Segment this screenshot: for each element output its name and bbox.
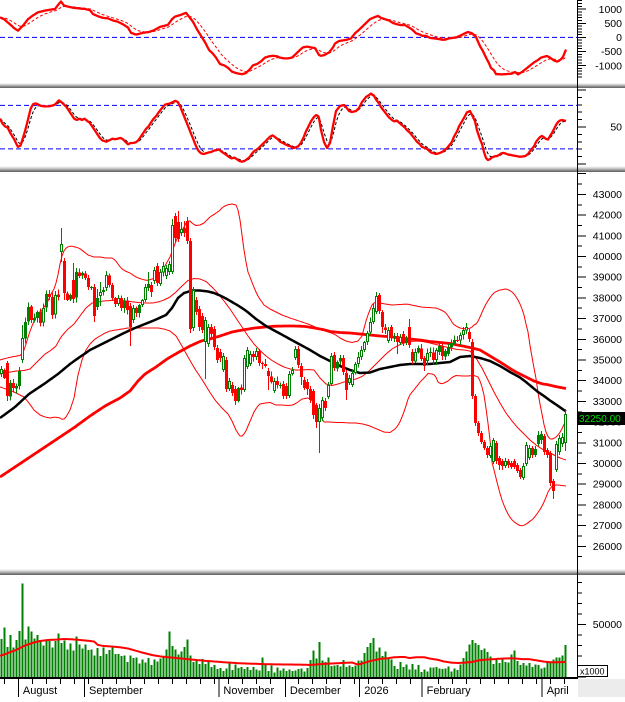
svg-text:38000: 38000 <box>593 292 622 304</box>
svg-text:2026: 2026 <box>364 685 388 697</box>
svg-text:February: February <box>427 685 472 697</box>
svg-text:36000: 36000 <box>593 334 622 346</box>
svg-text:26000: 26000 <box>593 541 622 553</box>
svg-text:x1000: x1000 <box>580 667 605 677</box>
svg-text:1000: 1000 <box>599 4 623 16</box>
svg-text:37000: 37000 <box>593 313 622 325</box>
svg-text:34000: 34000 <box>593 375 622 387</box>
svg-text:50: 50 <box>610 122 622 134</box>
svg-text:29000: 29000 <box>593 479 622 491</box>
svg-text:-500: -500 <box>601 46 622 58</box>
svg-text:32250.00: 32250.00 <box>579 414 621 425</box>
svg-text:0: 0 <box>616 32 622 44</box>
svg-text:41000: 41000 <box>593 230 622 242</box>
svg-text:September: September <box>89 685 143 697</box>
svg-text:31000: 31000 <box>593 437 622 449</box>
svg-text:30000: 30000 <box>593 458 622 470</box>
svg-text:50000: 50000 <box>593 619 622 631</box>
svg-text:39000: 39000 <box>593 272 622 284</box>
svg-text:-1000: -1000 <box>595 61 622 73</box>
svg-text:December: December <box>290 685 341 697</box>
svg-text:August: August <box>23 685 57 697</box>
svg-text:35000: 35000 <box>593 355 622 367</box>
svg-text:28000: 28000 <box>593 499 622 511</box>
svg-text:April: April <box>547 685 569 697</box>
svg-text:27000: 27000 <box>593 520 622 532</box>
svg-text:43000: 43000 <box>593 189 622 201</box>
svg-text:33000: 33000 <box>593 396 622 408</box>
svg-text:42000: 42000 <box>593 210 622 222</box>
svg-text:November: November <box>223 685 274 697</box>
svg-text:500: 500 <box>604 18 622 30</box>
svg-text:40000: 40000 <box>593 251 622 263</box>
